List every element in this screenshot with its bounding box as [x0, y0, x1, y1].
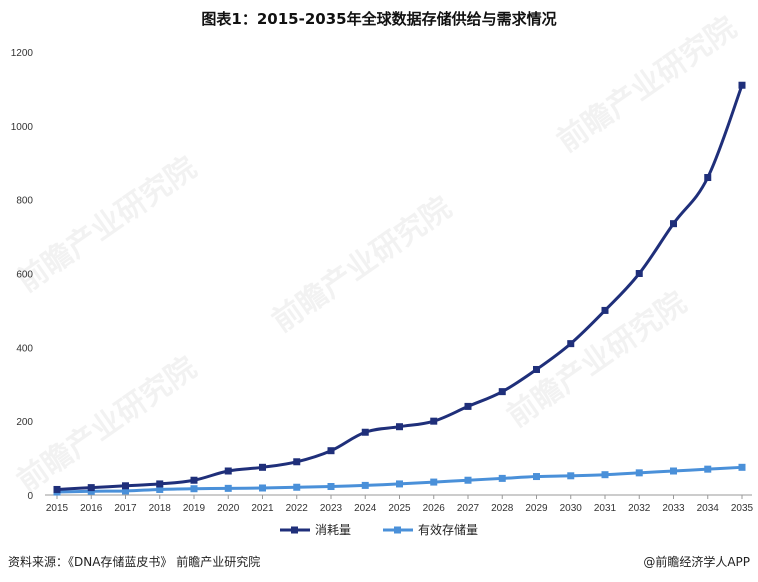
data-point	[396, 423, 403, 431]
data-point	[87, 487, 95, 495]
x-tick-label: 2030	[560, 503, 583, 514]
legend-marker	[291, 526, 298, 534]
x-tick-label: 2019	[183, 503, 206, 514]
y-tick-label: 800	[16, 196, 33, 207]
y-tick-label: 1200	[11, 48, 34, 59]
x-tick-label: 2026	[423, 503, 446, 514]
data-point	[567, 340, 575, 348]
x-tick-label: 2022	[286, 503, 309, 514]
data-point	[259, 484, 266, 492]
x-tick-label: 2028	[491, 503, 514, 514]
data-point	[259, 463, 266, 471]
data-point	[498, 388, 506, 396]
data-point	[430, 478, 438, 486]
legend-label: 有效存储量	[418, 522, 478, 537]
legend-marker	[394, 526, 401, 534]
data-point	[156, 485, 164, 493]
x-tick-label: 2020	[217, 503, 240, 514]
data-point	[670, 467, 677, 475]
data-point	[670, 220, 677, 228]
data-point	[533, 473, 540, 481]
data-point	[635, 270, 643, 277]
data-point	[327, 447, 335, 455]
data-point	[498, 474, 506, 482]
data-point	[635, 469, 643, 477]
data-point	[430, 417, 438, 425]
legend-label: 消耗量	[315, 523, 351, 537]
x-tick-label: 2033	[662, 503, 685, 514]
brand-credit: @前瞻经济学人APP	[643, 555, 750, 569]
data-point	[601, 471, 609, 479]
data-point	[361, 428, 369, 436]
data-point	[738, 81, 746, 89]
x-tick-label: 2032	[628, 503, 651, 514]
x-tick-label: 2016	[80, 503, 103, 514]
x-tick-label: 2029	[525, 503, 548, 514]
data-point	[738, 463, 746, 471]
x-tick-label: 2024	[354, 503, 377, 514]
data-point	[464, 402, 472, 410]
x-tick-label: 2017	[114, 503, 137, 514]
data-point	[156, 480, 164, 488]
data-point	[464, 476, 472, 484]
y-tick-label: 400	[16, 343, 33, 354]
x-tick-label: 2023	[320, 503, 343, 514]
data-point	[567, 472, 575, 480]
data-point	[533, 365, 540, 373]
data-point	[122, 487, 129, 495]
x-tick-label: 2027	[457, 503, 480, 514]
data-point	[327, 483, 335, 491]
data-point	[87, 484, 95, 492]
x-tick-label: 2034	[697, 503, 720, 514]
data-point	[53, 485, 61, 493]
x-tick-label: 2018	[149, 503, 172, 514]
data-point	[293, 483, 301, 491]
data-point	[601, 306, 609, 314]
y-tick-label: 600	[16, 270, 33, 281]
chart-title: 图表1：2015-2035年全球数据存储供给与需求情况	[201, 10, 557, 28]
data-point	[190, 476, 198, 484]
data-point	[293, 458, 301, 466]
y-tick-label: 200	[16, 417, 33, 428]
data-point	[190, 485, 198, 493]
data-point	[704, 174, 712, 182]
y-tick-label: 1000	[11, 122, 34, 133]
x-tick-label: 2035	[731, 503, 754, 514]
data-point	[704, 465, 712, 473]
data-point	[224, 484, 232, 492]
data-point	[396, 480, 403, 488]
data-point	[224, 467, 232, 475]
source-note: 资料来源：《DNA存储蓝皮书》 前瞻产业研究院	[8, 555, 261, 569]
x-tick-label: 2021	[251, 503, 274, 514]
data-point	[361, 481, 369, 489]
y-tick-label: 0	[27, 491, 33, 502]
data-point	[122, 482, 129, 490]
x-tick-label: 2031	[594, 503, 617, 514]
x-tick-label: 2025	[388, 503, 411, 514]
x-tick-label: 2015	[46, 503, 69, 514]
